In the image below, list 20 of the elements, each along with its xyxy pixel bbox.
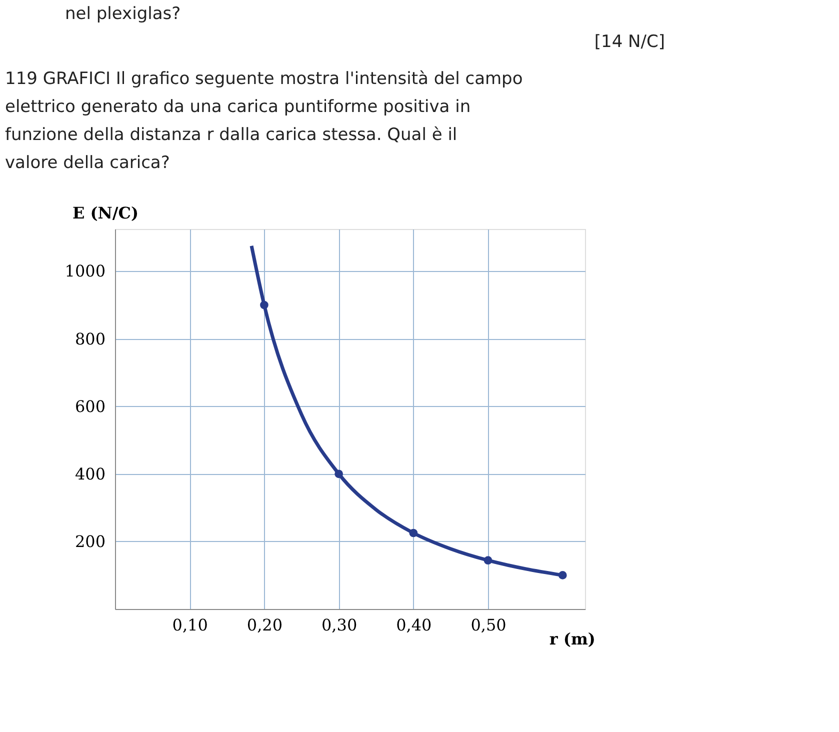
y-tick-label: 1000 xyxy=(64,262,106,281)
y-tick-label: 400 xyxy=(74,464,106,484)
point xyxy=(409,528,418,538)
point xyxy=(260,300,268,310)
x-tick-label: 0,20 xyxy=(246,616,283,634)
x-tick-label: 0,40 xyxy=(396,616,432,634)
text: [14 N/C] xyxy=(594,32,665,52)
chart-title: 119 GRAFICI Il grafico seguente mostra l'intensità del campo elettrico generato da una carica puntiforme positiva in funzione della distanza r dalla carica stessa. Qual è il valore della carica? xyxy=(5,69,523,173)
y-tick-label: 600 xyxy=(74,396,106,416)
point xyxy=(334,470,343,478)
point xyxy=(558,571,567,580)
x-tick-label: 0,50 xyxy=(470,616,506,634)
x-tick-label: 0,30 xyxy=(321,616,358,634)
point xyxy=(484,556,492,565)
x-tick-label: 0,10 xyxy=(172,616,208,634)
text: nel plexiglas? xyxy=(65,4,181,24)
y-tick-label: 200 xyxy=(74,532,106,551)
y-axis-title: E (N/C) xyxy=(72,204,139,222)
x-axis-title: r (m) xyxy=(549,630,596,648)
y-tick-label: 800 xyxy=(74,329,106,348)
